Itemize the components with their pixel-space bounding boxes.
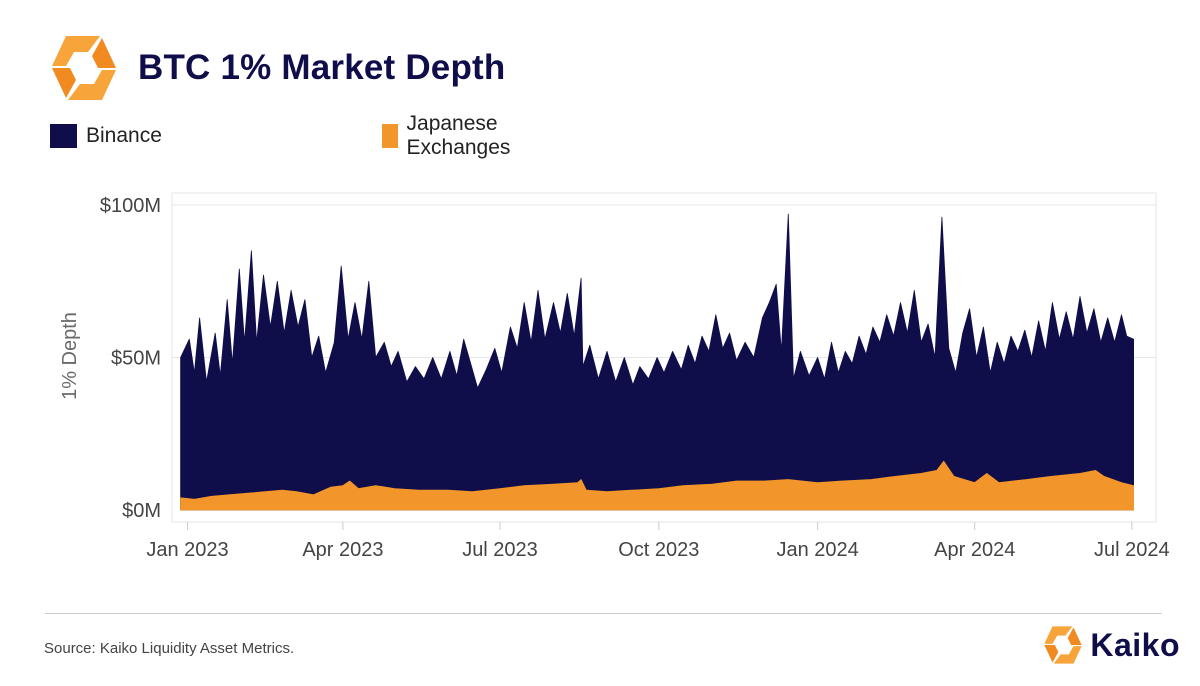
x-tick-label: Apr 2024 xyxy=(934,539,1015,561)
kaiko-logo-icon xyxy=(52,36,116,100)
legend-swatch-japanese-exchanges xyxy=(382,124,398,148)
kaiko-logo-small-icon xyxy=(1044,626,1083,664)
series-area-binance xyxy=(180,213,1134,511)
legend-item-japanese-exchanges: Japanese Exchanges xyxy=(382,112,522,160)
market-depth-chart: $0M $50M $100M Jan 2023 Apr 2023 Jul 2023 Oct … xyxy=(59,192,1170,561)
x-tick-label: Jul 2024 xyxy=(1094,539,1170,561)
footer-divider xyxy=(45,613,1162,614)
x-tick-label: Jan 2023 xyxy=(146,539,228,561)
y-tick-label: $0M xyxy=(122,500,161,522)
page-title: BTC 1% Market Depth xyxy=(138,48,506,87)
source-note: Source: Kaiko Liquidity Asset Metrics. xyxy=(44,640,295,657)
x-tick-label: Apr 2023 xyxy=(302,539,383,561)
x-tick-label: Jul 2023 xyxy=(462,539,538,561)
x-tick-label: Oct 2023 xyxy=(618,539,699,561)
y-tick-label: $100M xyxy=(100,195,161,217)
legend-label-japanese-exchanges: Japanese Exchanges xyxy=(406,112,511,159)
series-layer xyxy=(180,213,1134,511)
series-area-japanese-exchanges xyxy=(180,460,1134,511)
y-tick-label: $50M xyxy=(111,348,161,370)
axis-layer: $0M $50M $100M Jan 2023 Apr 2023 Jul 2023 Oct … xyxy=(100,195,1170,561)
chart-header: BTC 1% Market Depth xyxy=(48,28,505,108)
legend-label-binance: Binance xyxy=(86,124,162,147)
y-axis-label: 1% Depth xyxy=(59,312,81,400)
brand-name: Kaiko xyxy=(1090,626,1180,663)
x-tick-label: Jan 2024 xyxy=(776,539,858,561)
legend-swatch-binance xyxy=(50,124,77,148)
chart-legend: Binance Japanese Exchanges xyxy=(50,112,510,159)
footer-brand: Kaiko xyxy=(1042,624,1180,666)
legend-item-binance: Binance xyxy=(50,124,162,148)
